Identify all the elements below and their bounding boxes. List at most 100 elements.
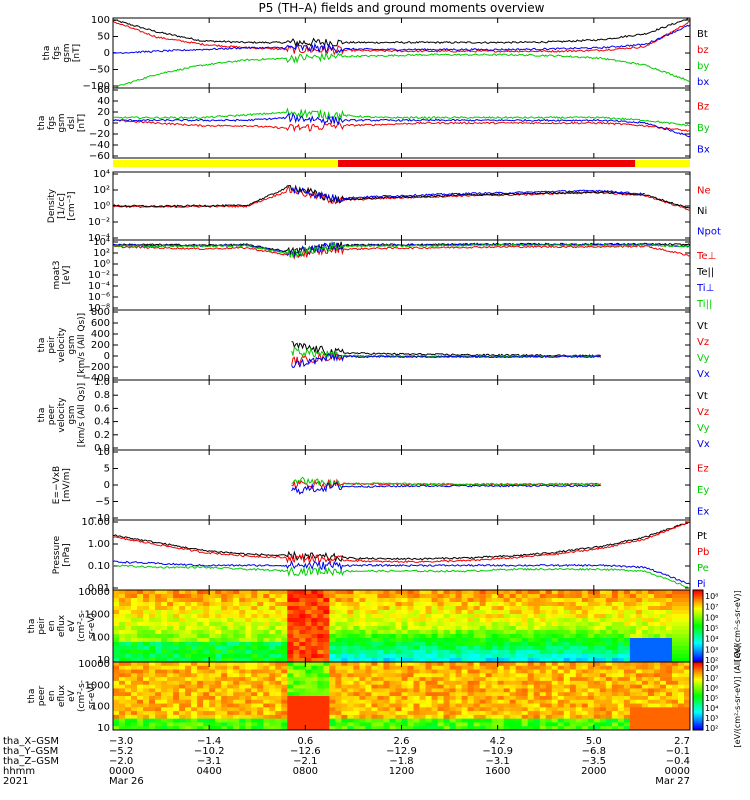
heatmap-cell	[641, 590, 649, 595]
heatmap-cell	[365, 614, 372, 619]
heatmap-cell	[335, 699, 342, 705]
heatmap-cell	[191, 673, 198, 678]
colorbar-cell	[693, 616, 703, 620]
heatmap-cell	[467, 650, 475, 655]
heatmap-cell	[383, 642, 390, 647]
heatmap-cell	[161, 722, 168, 727]
heatmap-cell	[125, 658, 132, 663]
heatmap-cell	[395, 703, 402, 708]
footer-value: −12.6	[290, 746, 321, 757]
heatmap-cell	[161, 622, 168, 627]
heatmap-cell	[611, 673, 619, 678]
heatmap-cell	[353, 680, 360, 686]
heatmap-cell	[359, 696, 366, 701]
heatmap-cell	[665, 618, 673, 623]
heatmap-cell	[527, 638, 535, 643]
heatmap-cell	[257, 692, 264, 697]
heatmap-cell	[569, 692, 577, 697]
heatmap-cell	[425, 684, 433, 689]
heatmap-cell	[287, 658, 294, 663]
heatmap-cell	[683, 646, 691, 651]
heatmap-cell	[119, 594, 126, 599]
heatmap-cell	[425, 692, 433, 697]
heatmap-cell	[629, 699, 637, 705]
heatmap-cell	[383, 688, 390, 693]
y-tick-label: 0.4	[94, 417, 110, 428]
heatmap-cell	[473, 646, 481, 651]
heatmap-cell	[245, 658, 252, 663]
heatmap-cell	[353, 711, 360, 716]
heatmap-cell	[305, 662, 312, 667]
heatmap-cell	[131, 696, 138, 701]
heatmap-cell	[317, 638, 324, 643]
y-axis-label-line: peer	[37, 685, 47, 706]
heatmap-cell	[317, 692, 324, 697]
y-tick-label: 40	[97, 96, 110, 107]
heatmap-cell	[155, 618, 162, 623]
heatmap-cell	[317, 711, 324, 716]
heatmap-cell	[239, 680, 246, 686]
heatmap-cell	[161, 684, 168, 689]
heatmap-cell	[221, 677, 228, 682]
heatmap-cell	[641, 680, 649, 686]
heatmap-cell	[221, 684, 228, 689]
heatmap-cell	[599, 722, 607, 727]
heatmap-cell	[311, 703, 318, 708]
heatmap-cell	[281, 680, 288, 686]
heatmap-cell	[341, 602, 348, 607]
heatmap-cell	[407, 669, 415, 674]
heatmap-cell	[449, 642, 457, 647]
heatmap-cell	[569, 590, 577, 595]
heatmap-cell	[221, 618, 228, 623]
heatmap-cell	[467, 642, 475, 647]
heatmap-cell	[395, 626, 402, 631]
heatmap-cell	[617, 703, 625, 708]
heatmap-cell	[449, 692, 457, 697]
heatmap-cell	[431, 638, 439, 643]
heatmap-cell	[497, 658, 505, 663]
footer-value: 0000	[109, 766, 134, 777]
heatmap-cell	[167, 650, 174, 655]
heatmap-cell	[611, 658, 619, 663]
heatmap-cell	[401, 696, 409, 701]
heatmap-cell	[479, 590, 487, 595]
y-tick-label: −400	[83, 373, 110, 384]
heatmap-cell	[647, 590, 655, 595]
heatmap-cell	[533, 626, 541, 631]
heatmap-cell	[245, 618, 252, 623]
heatmap-cell	[149, 669, 156, 674]
heatmap-cell	[401, 662, 409, 667]
heatmap-cell	[167, 726, 174, 731]
heatmap-cell	[521, 688, 529, 693]
heatmap-cell	[245, 684, 252, 689]
heatmap-cell	[635, 707, 643, 712]
heatmap-cell	[191, 654, 198, 659]
heatmap-cell	[533, 680, 541, 686]
heatmap-cell	[371, 726, 378, 731]
heatmap-cell	[677, 696, 685, 701]
heatmap-cell	[191, 602, 198, 607]
heatmap-cell	[503, 714, 511, 720]
heatmap-cell	[407, 699, 415, 705]
heatmap-cell	[239, 677, 246, 682]
heatmap-cell	[407, 630, 415, 635]
heatmap-cell	[485, 699, 493, 705]
heatmap-cell	[653, 638, 661, 643]
legend-entry: Pt	[697, 531, 707, 542]
heatmap-cell	[563, 622, 571, 627]
heatmap-cell	[143, 610, 150, 615]
heatmap-cell	[575, 662, 583, 667]
heatmap-cell	[251, 590, 258, 595]
heatmap-cell	[125, 626, 132, 631]
heatmap-cell	[281, 610, 288, 615]
heatmap-cell	[131, 646, 138, 651]
heatmap-cell	[221, 669, 228, 674]
heatmap-cell	[617, 602, 625, 607]
heatmap-cell	[653, 646, 661, 651]
heatmap-cell	[191, 707, 198, 712]
heatmap-cell	[425, 606, 433, 611]
heatmap-cell	[269, 692, 276, 697]
heatmap-cell	[275, 665, 282, 671]
heatmap-cell	[371, 594, 378, 599]
